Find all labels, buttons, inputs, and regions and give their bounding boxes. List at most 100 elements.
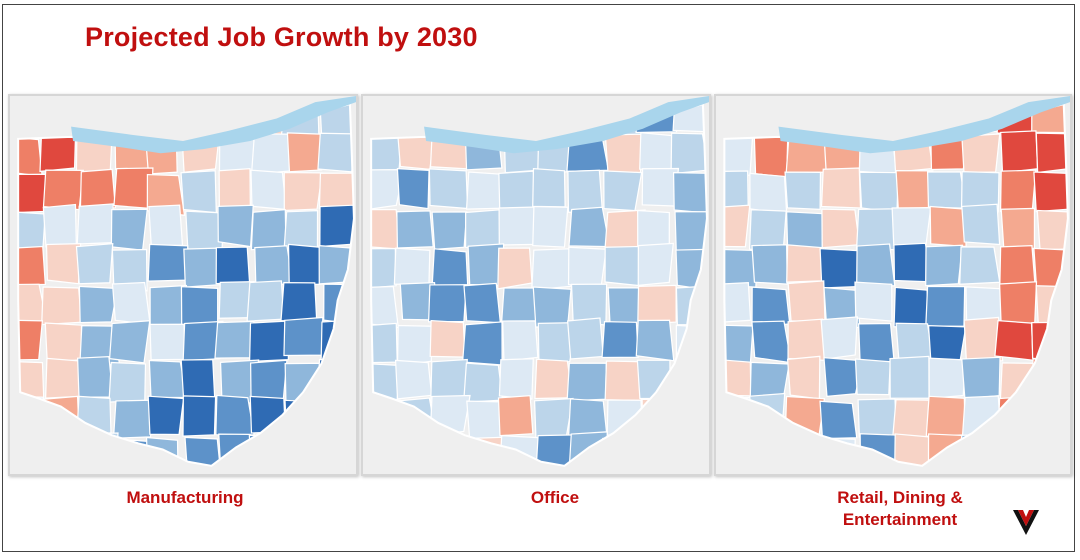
county-shape (786, 244, 825, 283)
county-shape (531, 248, 572, 291)
county-shape (215, 246, 251, 285)
county-shape (250, 359, 288, 402)
county-shape (182, 395, 217, 437)
county-shape (749, 172, 788, 215)
county-shape (893, 286, 930, 328)
county-shape (45, 243, 82, 285)
county-shape (963, 316, 1004, 362)
county-shape (18, 245, 46, 287)
county-shape (857, 322, 895, 364)
county-shape (110, 208, 148, 251)
county-shape (108, 320, 151, 364)
map-panel-retail (714, 94, 1072, 476)
county-shape (568, 206, 611, 248)
county-shape (724, 282, 752, 324)
county-shape (111, 281, 151, 325)
county-shape (566, 362, 607, 402)
map-panel-manufacturing (8, 94, 358, 476)
lake-erie-shape (71, 96, 356, 154)
county-shape (464, 208, 505, 249)
county-shape (960, 170, 1000, 213)
county-shape (112, 399, 155, 439)
county-shape (42, 169, 84, 211)
county-shape (532, 167, 566, 208)
county-shape (637, 284, 677, 325)
county-shape (498, 206, 537, 246)
county-shape (566, 317, 605, 360)
county-shape (819, 247, 859, 289)
county-shape (999, 169, 1037, 213)
county-shape (926, 171, 968, 209)
county-shape (180, 285, 219, 329)
county-shape (497, 247, 533, 290)
county-shape (396, 210, 434, 249)
county-shape (959, 246, 1001, 285)
county-shape (925, 285, 966, 327)
caption-office: Office (530, 488, 580, 507)
county-shape (180, 358, 216, 400)
county-shape (148, 204, 184, 248)
county-shape (396, 324, 433, 367)
county-shape (502, 320, 539, 362)
county-shape (854, 281, 893, 322)
county-shape (41, 286, 83, 326)
caption-manufacturing: Manufacturing (126, 488, 244, 507)
county-shape (820, 167, 862, 209)
county-shape (214, 320, 255, 359)
caption-retail-dining-entertainment: Retail, Dining & Entertainment (837, 488, 963, 529)
county-shape (428, 284, 467, 323)
county-shape (567, 246, 607, 287)
county-shape (217, 204, 254, 248)
county-shape (637, 242, 674, 287)
county-shape (635, 319, 675, 362)
county-shape (497, 395, 534, 437)
county-shape (319, 204, 354, 248)
county-shape (250, 169, 287, 211)
county-shape (856, 243, 896, 287)
county-shape (182, 320, 224, 362)
county-shape (639, 131, 673, 170)
county-shape (751, 244, 788, 285)
county-shape (396, 168, 430, 210)
county-shape (149, 323, 187, 361)
county-shape (823, 357, 864, 398)
county-shape (79, 168, 117, 210)
county-shape (431, 248, 469, 287)
county-shape (998, 281, 1038, 325)
county-shape (961, 203, 1001, 246)
county-shape (855, 208, 898, 251)
county-shape (111, 248, 148, 292)
county-shape (532, 205, 569, 248)
county-shape (537, 321, 578, 364)
county-shape (250, 208, 287, 251)
county-shape (854, 358, 891, 396)
county-shape (889, 355, 930, 399)
county-shape (147, 243, 189, 282)
county-shape (820, 316, 859, 360)
county-shape (786, 355, 821, 400)
county-shape (76, 355, 114, 398)
county-shape (672, 172, 707, 215)
county-shape (280, 282, 318, 322)
county-shape (891, 206, 932, 246)
county-shape (533, 397, 574, 440)
county-shape (604, 133, 644, 176)
county-shape (42, 203, 77, 248)
county-shape (465, 171, 502, 210)
county-shape (724, 204, 751, 248)
lake-erie-shape (778, 96, 1070, 154)
county-shape (250, 133, 294, 175)
county-shape (925, 244, 964, 287)
county-shape (463, 282, 502, 324)
county-shape (183, 247, 222, 288)
county-shape (286, 132, 325, 173)
county-shape (961, 356, 1001, 400)
v-chevron-logo-icon (1010, 506, 1042, 543)
ohio-county-map (10, 96, 356, 474)
county-shape (819, 400, 858, 440)
county-shape (568, 398, 608, 437)
county-shape (147, 395, 185, 436)
county-shape (498, 170, 537, 214)
county-shape (248, 320, 290, 363)
county-shape (498, 358, 534, 400)
